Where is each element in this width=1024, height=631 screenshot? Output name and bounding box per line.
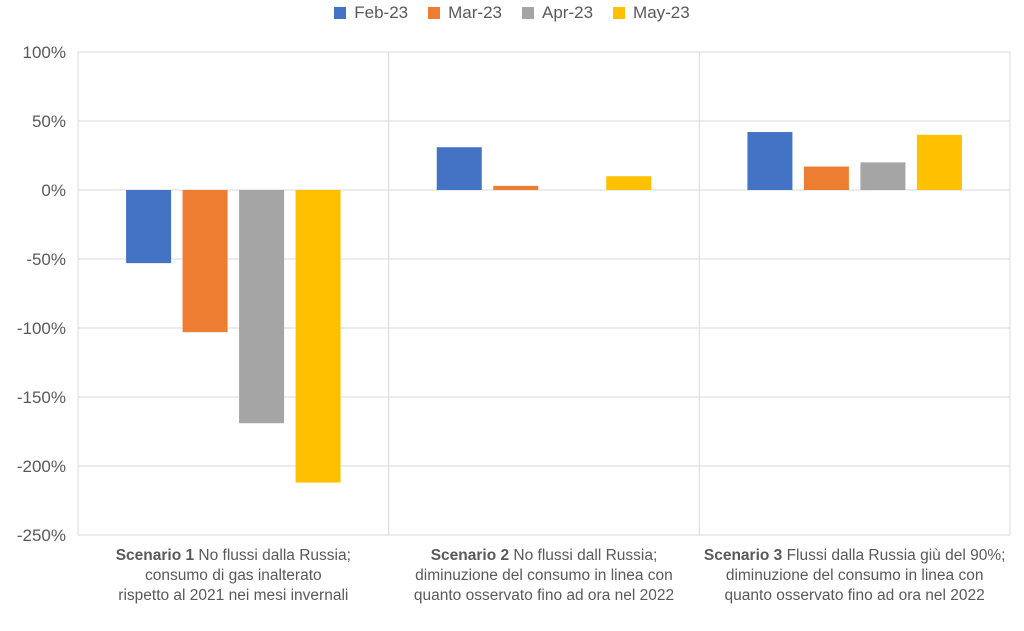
legend-label: Feb-23 xyxy=(354,3,409,22)
legend-swatch xyxy=(522,7,534,19)
y-tick-label: -100% xyxy=(17,319,66,338)
category-label-line: Scenario 2 No flussi dall Russia; xyxy=(389,546,700,566)
category-label-line: diminuzione del consumo in linea con xyxy=(415,567,673,584)
legend-swatch xyxy=(428,7,441,19)
category-label-line: quanto osservato fino ad ora nel 2022 xyxy=(724,587,985,604)
category-label: Scenario 3 Flussi dalla Russia giù del 9… xyxy=(699,546,1010,606)
y-tick-label: -150% xyxy=(17,388,66,407)
category-label-line: Scenario 1 No flussi dalla Russia; xyxy=(78,546,389,566)
y-tick-label: 100% xyxy=(23,43,66,62)
category-label-text: No flussi dall Russia; xyxy=(509,547,658,564)
category-label: Scenario 2 No flussi dall Russia; diminuz… xyxy=(389,546,700,606)
y-tick-label: -250% xyxy=(17,526,66,545)
category-label-bold: Scenario 1 xyxy=(115,547,195,564)
category-label-bold: Scenario 3 xyxy=(703,547,783,564)
category-label-line: consumo di gas inalterato xyxy=(145,567,322,584)
bar-may-23-scenario-3 xyxy=(916,134,962,190)
legend-label: May-23 xyxy=(633,3,690,22)
legend-item: May-23 xyxy=(613,3,690,23)
y-tick-label: 0% xyxy=(41,181,66,200)
bar-apr-23-scenario-1 xyxy=(239,190,285,424)
category-label-text: No flussi dalla Russia; xyxy=(194,547,351,564)
legend-item: Apr-23 xyxy=(522,3,593,23)
bar-mar-23-scenario-2 xyxy=(493,185,539,190)
legend: Feb-23 Mar-23 Apr-23 May-23 xyxy=(0,2,1024,24)
y-tick-label: 50% xyxy=(32,112,66,131)
legend-item: Feb-23 xyxy=(334,3,408,23)
bar-feb-23-scenario-2 xyxy=(436,147,482,190)
legend-label: Apr-23 xyxy=(542,3,594,22)
category-label-line: quanto osservato fino ad ora nel 2022 xyxy=(413,587,675,604)
category-label-text: Flussi dalla Russia giù del 90%; xyxy=(782,547,1006,564)
bar-may-23-scenario-1 xyxy=(295,190,341,483)
legend-swatch xyxy=(334,7,347,19)
category-label: Scenario 1 No flussi dalla Russia; consum… xyxy=(78,546,389,606)
bar-feb-23-scenario-1 xyxy=(126,190,172,264)
bar-may-23-scenario-2 xyxy=(606,176,652,190)
category-label-line: diminuzione del consumo in linea con xyxy=(725,567,984,584)
category-label-line: rispetto al 2021 nei mesi invernali xyxy=(118,587,349,604)
bar-apr-23-scenario-3 xyxy=(860,162,906,190)
legend-item: Mar-23 xyxy=(428,3,502,23)
y-tick-label: -200% xyxy=(17,457,66,476)
category-label-bold: Scenario 2 xyxy=(430,547,510,564)
bar-feb-23-scenario-3 xyxy=(747,132,793,190)
y-tick-label: -50% xyxy=(26,250,66,269)
bar-mar-23-scenario-3 xyxy=(803,166,849,190)
bar-mar-23-scenario-1 xyxy=(182,190,228,333)
legend-label: Mar-23 xyxy=(448,3,502,22)
category-label-line: Scenario 3 Flussi dalla Russia giù del 9… xyxy=(699,546,1010,566)
legend-swatch xyxy=(613,7,626,19)
